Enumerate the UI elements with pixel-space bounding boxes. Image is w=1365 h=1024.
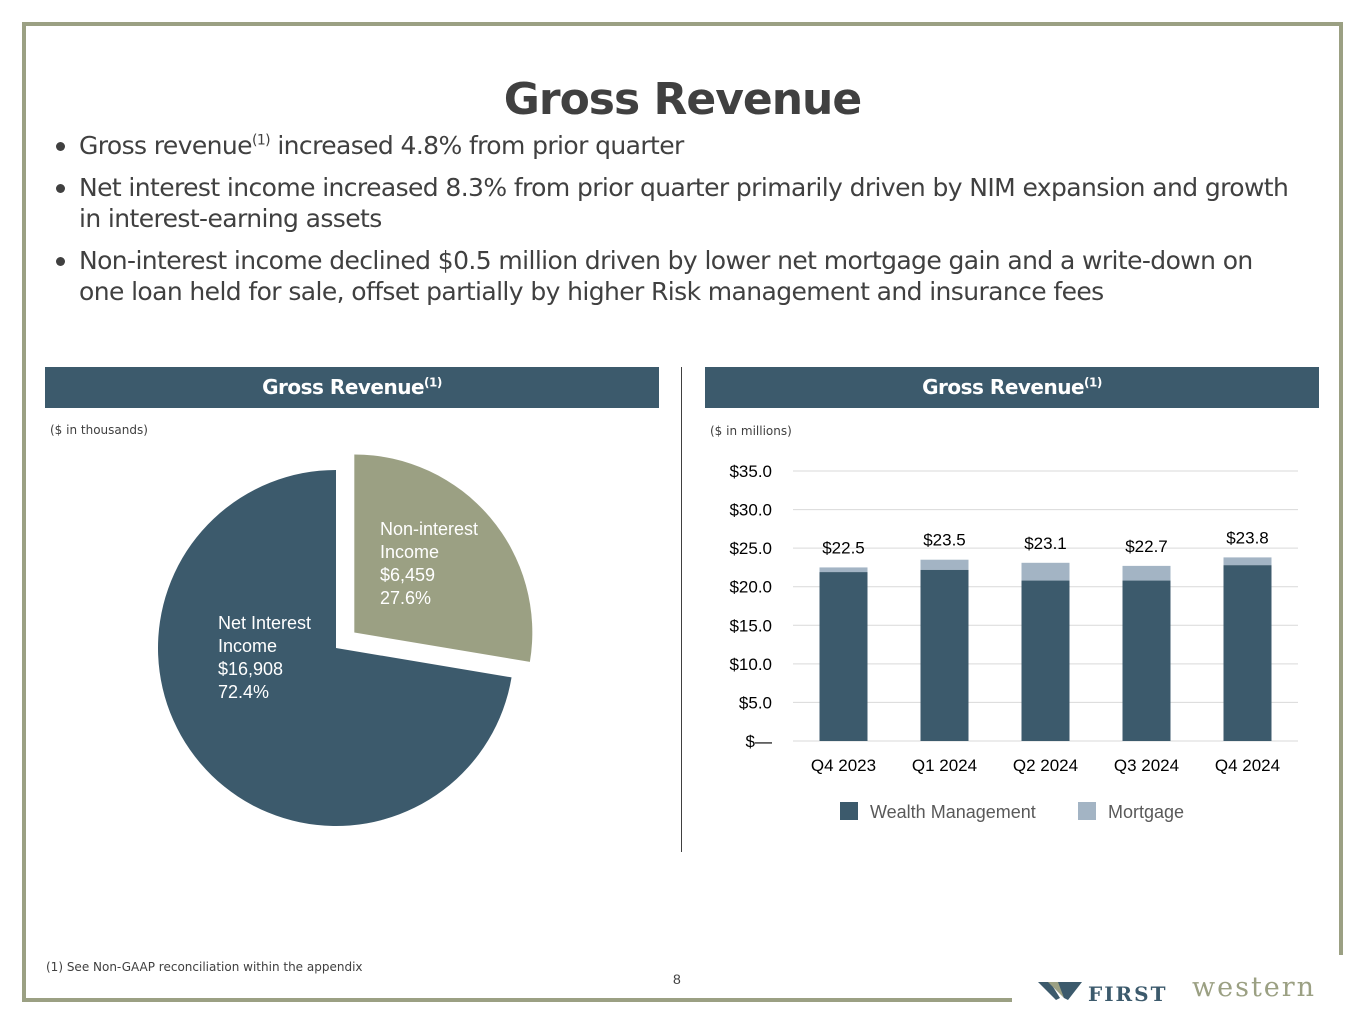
left-panel-header: Gross Revenue(1) [45, 367, 659, 408]
pie-chart: Non-interest Income $6,459 27.6% Net Interes… [157, 454, 533, 826]
y-tick-label: $30.0 [729, 501, 772, 520]
pie-slice-label: Income [380, 542, 439, 562]
left-panel-header-text: Gross Revenue [262, 375, 425, 399]
bar-total-label: $23.1 [1024, 534, 1067, 553]
x-tick-label: Q4 2024 [1215, 756, 1280, 775]
bar-total-label: $23.5 [923, 531, 966, 550]
pie-slice-label: 27.6% [380, 588, 431, 608]
frame-bottom [22, 998, 1012, 1002]
bar-segment [1021, 580, 1070, 741]
y-tick-label: $5.0 [739, 693, 772, 712]
y-tick-label: $20.0 [729, 578, 772, 597]
bullet-text: Net interest income increased 8.3% from … [79, 173, 1289, 233]
logo-first: FIRST [1088, 982, 1168, 1006]
bar-segment [819, 567, 868, 573]
bullet-text: Gross revenue [79, 131, 253, 160]
bar-total-label: $22.5 [822, 538, 865, 557]
bullet-dot [56, 142, 65, 151]
x-tick-label: Q4 2023 [811, 756, 876, 775]
bullet-text: Non-interest income declined $0.5 millio… [79, 246, 1253, 306]
pie-slice-label: 72.4% [218, 682, 269, 702]
bullet-list: Gross revenue(1) increased 4.8% from pri… [52, 130, 1302, 318]
pie-slice-label: $6,459 [380, 565, 435, 585]
bar-segment [1122, 580, 1171, 741]
y-tick-label: $10.0 [729, 655, 772, 674]
bar-segment [1021, 562, 1070, 581]
legend-label: Mortgage [1108, 802, 1184, 822]
legend-swatch [840, 802, 858, 820]
panel-divider [681, 367, 682, 852]
bullet-footnote-ref: (1) [251, 132, 271, 149]
slide-title: Gross Revenue [503, 74, 862, 125]
bar-segment [920, 569, 969, 741]
pie-slice-label: $16,908 [218, 659, 283, 679]
x-tick-label: Q3 2024 [1114, 756, 1179, 775]
frame-top [22, 22, 1343, 26]
bar-total-label: $23.8 [1226, 528, 1269, 547]
w-chevron-icon [1038, 982, 1082, 1000]
left-units: ($ in thousands) [50, 423, 148, 437]
y-tick-label: $25.0 [729, 539, 772, 558]
bullet-item: Net interest income increased 8.3% from … [52, 172, 1302, 234]
right-panel-header-text: Gross Revenue [922, 375, 1085, 399]
x-tick-label: Q1 2024 [912, 756, 977, 775]
frame-left [22, 22, 26, 1002]
bar-segment [1122, 565, 1171, 581]
bar-segment [819, 572, 868, 741]
right-panel-header-ref: (1) [1084, 375, 1102, 390]
pie-slice-label: Non-interest [380, 519, 478, 539]
company-logo: FIRST western [1038, 972, 1343, 1006]
bullet-dot [56, 184, 65, 193]
bar-segment [1223, 557, 1272, 566]
pie-slice-label: Income [218, 636, 277, 656]
y-tick-label: $15.0 [729, 616, 772, 635]
pie-slice [354, 454, 533, 662]
bullet-item: Non-interest income declined $0.5 millio… [52, 245, 1302, 307]
bar-segment [1223, 565, 1272, 741]
x-tick-label: Q2 2024 [1013, 756, 1078, 775]
legend-swatch [1078, 802, 1096, 820]
footnote: (1) See Non-GAAP reconciliation within t… [46, 960, 363, 974]
bullet-item: Gross revenue(1) increased 4.8% from pri… [52, 130, 1302, 161]
right-units: ($ in millions) [710, 424, 792, 438]
page-number: 8 [673, 971, 681, 987]
bullet-text-rest: increased 4.8% from prior quarter [269, 131, 684, 160]
bar-chart: $— $5.0 $10.0 $15.0 $20.0 $25.0 $30.0 $35.0 $22.… [729, 462, 1298, 822]
right-panel-header: Gross Revenue(1) [705, 367, 1319, 408]
left-panel-header-ref: (1) [424, 375, 442, 390]
bar-segment [920, 559, 969, 570]
y-tick-label: $35.0 [729, 462, 772, 481]
logo-western: western [1192, 972, 1317, 1003]
y-tick-label: $— [746, 732, 772, 751]
frame-right [1339, 22, 1343, 955]
pie-slice [157, 470, 512, 826]
bar-total-label: $22.7 [1125, 537, 1168, 556]
pie-slice-label: Net Interest [218, 613, 311, 633]
bullet-dot [56, 257, 65, 266]
legend-label: Wealth Management [870, 802, 1036, 822]
